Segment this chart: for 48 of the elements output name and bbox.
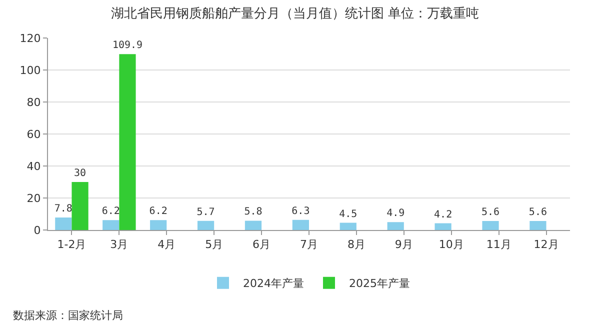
data-label: 5.7 (196, 206, 215, 218)
bar (387, 222, 404, 230)
x-tick-label: 4月 (158, 238, 176, 252)
data-label: 4.5 (339, 208, 358, 220)
bar (292, 220, 309, 230)
data-label: 4.2 (434, 209, 452, 220)
x-tick-label: 1-2月 (57, 238, 86, 252)
data-label: 4.9 (386, 208, 405, 220)
x-tick-label: 5月 (205, 238, 224, 252)
data-label: 6.2 (149, 206, 168, 218)
bar (530, 221, 546, 230)
data-label: 5.8 (244, 206, 262, 218)
x-tick-label: 3月 (110, 238, 128, 252)
x-tick-label: 10月 (438, 238, 464, 252)
bar (102, 220, 120, 230)
bar (119, 54, 136, 230)
bar (434, 223, 452, 230)
bar (244, 220, 262, 230)
y-tick-label: 120 (20, 32, 41, 45)
x-tick-label: 11月 (486, 238, 512, 252)
bar (72, 182, 88, 230)
data-label: 30 (74, 168, 86, 179)
bar (150, 220, 167, 230)
data-label: 109.9 (112, 40, 143, 52)
data-label: 5.6 (481, 207, 500, 218)
x-tick-label: 12月 (534, 238, 559, 252)
x-tick-label: 9月 (394, 238, 413, 252)
bar (340, 222, 356, 230)
y-tick-label: 20 (26, 192, 41, 205)
y-tick-label: 100 (20, 64, 41, 77)
legend-label: 2025年产量 (349, 277, 410, 290)
y-tick-label: 60 (26, 128, 41, 141)
y-tick-label: 80 (26, 96, 41, 109)
source-note: 数据来源：国家统计局 (13, 309, 123, 322)
y-tick-label: 40 (26, 160, 41, 173)
bar (197, 220, 214, 230)
chart-title: 湖北省民用钢质船舶产量分月（当月值）统计图 单位：万载重吨 (110, 6, 480, 22)
bar (482, 221, 499, 230)
legend-label: 2024年产量 (243, 277, 304, 290)
x-tick-label: 8月 (347, 238, 366, 252)
x-tick-label: 7月 (300, 238, 318, 252)
y-tick-label: 0 (34, 224, 41, 237)
bar (55, 218, 72, 230)
data-label: 7.8 (54, 204, 72, 215)
data-label: 6.3 (292, 206, 310, 217)
x-tick-label: 6月 (252, 238, 271, 252)
data-label: 6.2 (102, 206, 120, 218)
data-label: 5.6 (528, 207, 547, 218)
